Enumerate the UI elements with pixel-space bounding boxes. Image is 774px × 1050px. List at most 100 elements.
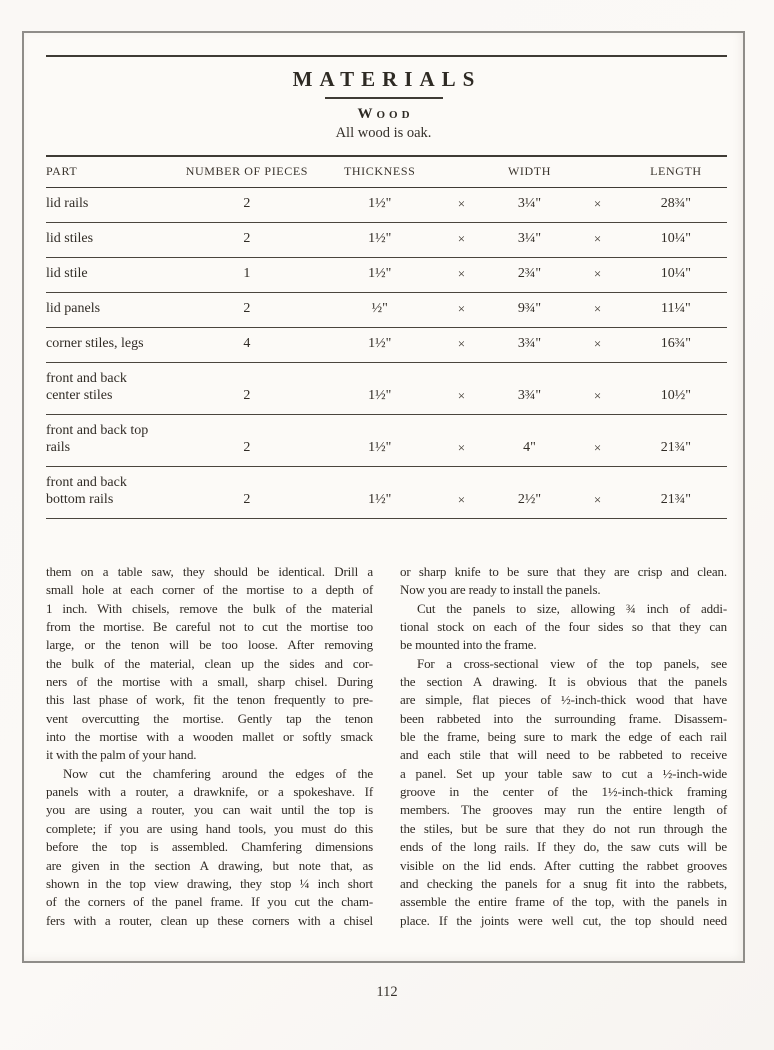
width-cell: 4" xyxy=(523,440,536,455)
column-header-width: WIDTH xyxy=(507,164,551,178)
length-cell: 28¾" xyxy=(660,196,691,211)
pieces-cell: 2 xyxy=(243,440,251,455)
times-symbol: × xyxy=(457,388,466,403)
body-text-line: ends of the long rails. If they do, the … xyxy=(400,839,727,855)
times-symbol: × xyxy=(593,336,602,351)
body-text-line: the section A drawing. It is obvious tha… xyxy=(400,674,727,690)
body-text-line: from the mortise. Be careful not to cut … xyxy=(46,619,373,635)
body-text-line: the stiles, but be sure that they do not… xyxy=(400,820,727,836)
body-text-line: a panel. Set up your table saw to cut a … xyxy=(400,765,727,781)
times-symbol: × xyxy=(593,492,602,507)
length-cell: 10¼" xyxy=(660,231,691,246)
length-cell: 16¾" xyxy=(660,336,691,351)
width-cell: 3¾" xyxy=(517,336,542,351)
body-text-line: ble the frame, being sure to mark the ed… xyxy=(400,729,727,745)
times-symbol: × xyxy=(457,492,466,507)
body-text-line: this last phase of work, fit the tenon f… xyxy=(46,692,373,708)
body-text-line: before the top is assembled. Chamfering … xyxy=(46,839,373,855)
thickness-cell: 1½" xyxy=(368,388,392,403)
body-text-line: it with the palm of your hand. xyxy=(46,747,197,763)
table-row: front and back top rails 2 1½" × 4" × 21¾" xyxy=(46,415,727,467)
thickness-cell: 1½" xyxy=(368,266,392,281)
body-text-line: 1 inch. With chisels, remove the bulk of… xyxy=(46,600,373,616)
pieces-cell: 2 xyxy=(243,231,251,246)
table-row: lid rails 2 1½" × 3¼" × 28¾" xyxy=(46,188,727,223)
body-text-line: complete; if you are using hand tools, y… xyxy=(46,820,373,836)
table-row: lid panels 2 ½" × 9¾" × 11¼" xyxy=(46,293,727,328)
pieces-cell: 4 xyxy=(243,336,251,351)
top-rule xyxy=(46,55,727,57)
body-text-line: members. The grooves may run the entire … xyxy=(400,802,727,818)
body-text-line: panels with a router, a drawknife, or a … xyxy=(46,784,373,800)
table-row: front and back center stiles 2 1½" × 3¾" × 10½… xyxy=(46,363,727,415)
part-cell: front and back center stiles xyxy=(46,371,127,403)
thickness-cell: 1½" xyxy=(368,196,392,211)
width-cell: 3¾" xyxy=(517,388,542,403)
thickness-cell: 1½" xyxy=(368,492,392,507)
section-heading: Wood xyxy=(357,106,414,122)
thickness-cell: 1½" xyxy=(368,231,392,246)
materials-table-body: lid rails 2 1½" × 3¼" × 28¾" lid stiles 2 1½" × 3¼"… xyxy=(46,188,727,519)
thickness-cell: 1½" xyxy=(368,336,392,351)
body-text-line: Cut the panels to size, allowing ¾ inch … xyxy=(417,600,727,616)
times-symbol: × xyxy=(593,231,602,246)
body-text-line: been rabbeted into the surrounding frame… xyxy=(400,710,727,726)
body-text-line: shown in the top view drawing, they stop… xyxy=(46,875,373,891)
width-cell: 9¾" xyxy=(517,301,542,316)
body-text-line: large, or the tenon will be too loose. A… xyxy=(46,637,373,653)
part-cell: lid stiles xyxy=(46,231,94,246)
body-text-line: Now you are ready to install the panels. xyxy=(400,582,601,598)
body-text-line: tional stock on each of the four sides s… xyxy=(400,619,727,635)
column-header-pieces: NUMBER OF PIECES xyxy=(185,164,309,178)
body-text-line: fers with a router, clean up these corne… xyxy=(46,912,373,928)
part-cell: lid stile xyxy=(46,266,88,281)
body-text-line: you are using a router, you can wait unt… xyxy=(46,802,373,818)
part-cell: front and back top rails xyxy=(46,423,149,455)
pieces-cell: 1 xyxy=(243,266,251,281)
body-text-line: be mounted into the frame. xyxy=(400,637,537,653)
column-header-thickness: THICKNESS xyxy=(343,164,416,178)
page-border-frame: MATERIALS Wood All wood is oak. PART NUM… xyxy=(22,31,745,963)
length-cell: 21¾" xyxy=(660,440,691,455)
body-text-line: groove in the center of the 1½-inch-thic… xyxy=(400,784,727,800)
body-text-line: are given in the section A drawing, but … xyxy=(46,857,373,873)
part-cell: front and back bottom rails xyxy=(46,475,127,507)
body-text: them on a table saw, they should be iden… xyxy=(46,563,727,930)
times-symbol: × xyxy=(457,231,466,246)
table-row: lid stile 1 1½" × 2¾" × 10¼" xyxy=(46,258,727,293)
part-cell: lid panels xyxy=(46,301,101,316)
times-symbol: × xyxy=(457,196,466,211)
length-cell: 11¼" xyxy=(661,301,691,316)
width-cell: 2½" xyxy=(517,492,542,507)
body-text-line: the bulk of the material, clean up the s… xyxy=(46,655,373,671)
body-column-right: or sharp knife to be sure that they are … xyxy=(400,563,727,930)
column-header-part: PART xyxy=(46,164,78,178)
width-cell: 2¾" xyxy=(517,266,542,281)
pieces-cell: 2 xyxy=(243,301,251,316)
table-header-row: PART NUMBER OF PIECES THICKNESS WIDTH LE… xyxy=(46,155,727,188)
times-symbol: × xyxy=(593,388,602,403)
width-cell: 3¼" xyxy=(517,231,542,246)
pieces-cell: 2 xyxy=(243,388,251,403)
thickness-cell: ½" xyxy=(371,301,388,316)
length-cell: 10¼" xyxy=(660,266,691,281)
table-row: front and back bottom rails 2 1½" × 2½" × 21¾" xyxy=(46,467,727,519)
table-row: lid stiles 2 1½" × 3¼" × 10¼" xyxy=(46,223,727,258)
body-text-line: into the mortise with a wooden mallet or… xyxy=(46,729,373,745)
body-text-line: and checking the panels for a snug fit i… xyxy=(400,875,727,891)
table-row: corner stiles, legs 4 1½" × 3¾" × 16¾" xyxy=(46,328,727,363)
column-header-length: LENGTH xyxy=(650,164,702,178)
materials-table: PART NUMBER OF PIECES THICKNESS WIDTH LE… xyxy=(46,155,727,519)
body-text-line: of the corners of the panel frame. If yo… xyxy=(46,894,373,910)
thickness-cell: 1½" xyxy=(368,440,392,455)
body-text-line: place. If the joints were well cut, the … xyxy=(400,912,727,928)
length-cell: 10½" xyxy=(660,388,691,403)
body-text-line: and each stile that will need to be rabb… xyxy=(400,747,727,763)
times-symbol: × xyxy=(457,266,466,281)
title-underline-rule xyxy=(324,97,443,99)
body-text-line: vent overcutting the mortise. Gently tap… xyxy=(46,710,373,726)
times-symbol: × xyxy=(457,301,466,316)
pieces-cell: 2 xyxy=(243,196,251,211)
times-symbol: × xyxy=(457,440,466,455)
